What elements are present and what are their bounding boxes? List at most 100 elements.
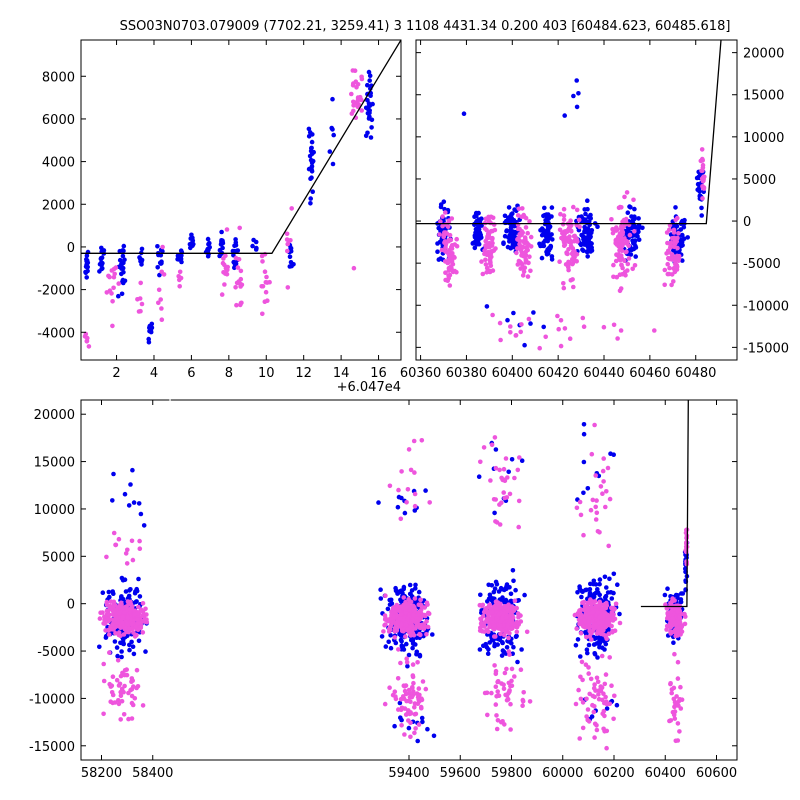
data-point-magenta [575,239,580,244]
data-point-magenta [624,190,630,195]
data-point-blue [128,587,133,592]
data-point-magenta [111,604,116,609]
data-point-magenta [419,697,425,703]
axes-frame [415,39,738,361]
data-point-magenta [481,445,487,450]
data-point-blue [604,585,609,590]
data-point-magenta [359,76,365,82]
data-point-blue [513,587,518,593]
data-point-blue [511,310,516,316]
data-point-magenta [671,712,677,718]
data-point-magenta [110,299,115,304]
data-point-blue [585,254,590,259]
x-tick-label: 58400 [132,766,173,781]
x-tick-label: 60600 [696,766,737,781]
data-point-magenta [392,689,398,694]
data-point-magenta [144,619,150,625]
data-point-magenta [390,605,396,611]
data-point-magenta [507,652,512,657]
data-point-magenta [520,273,526,278]
data-point-magenta [613,258,619,264]
data-point-blue [415,738,421,744]
data-point-blue [522,592,527,598]
data-point-blue [597,644,602,650]
data-point-magenta [493,684,499,689]
data-point-magenta [134,667,140,673]
data-point-blue [97,644,102,650]
data-point-magenta [619,262,624,268]
data-point-magenta [404,656,410,661]
y-tick-label: 10000 [743,131,784,146]
data-point-magenta [619,248,625,253]
data-point-magenta [239,282,245,288]
data-point-blue [410,645,415,651]
data-point-magenta [423,686,429,692]
data-point-blue [251,237,256,243]
data-point-magenta [359,108,365,113]
data-point-blue [506,220,512,226]
data-point-blue [587,592,593,597]
data-point-magenta [519,262,525,267]
data-point-blue [539,255,545,261]
data-point-magenta [577,224,582,230]
data-point-magenta [590,497,596,503]
data-point-magenta [425,602,430,607]
data-point-magenta [494,726,500,732]
data-point-magenta [670,616,676,621]
data-point-blue [493,447,499,452]
data-point-magenta [178,275,184,281]
data-point-magenta [263,289,269,295]
data-point-blue [582,237,588,243]
data-point-magenta [571,284,576,290]
data-point-magenta [219,292,225,297]
data-point-magenta [387,624,393,630]
data-point-magenta [527,254,532,259]
data-point-magenta [594,498,599,503]
data-point-blue [409,637,414,643]
data-point-magenta [495,679,500,685]
data-point-blue [126,593,132,599]
data-point-blue [189,232,194,238]
data-point-magenta [501,682,506,687]
data-point-magenta [222,282,227,287]
data-point-magenta [508,701,513,707]
data-point-magenta [121,632,127,637]
y-tick-label: 2000 [42,198,75,213]
data-point-blue [511,644,516,650]
data-point-blue [581,431,587,437]
data-point-magenta [616,252,621,257]
data-point-blue [309,151,315,156]
data-point-blue [514,633,519,639]
data-point-magenta [411,438,417,444]
data-point-magenta [664,230,670,235]
data-point-blue [121,260,126,266]
data-point-blue [84,275,89,280]
data-point-magenta [516,614,521,620]
data-point-magenta [262,251,268,257]
data-point-magenta [515,611,521,616]
data-point-magenta [668,681,673,687]
data-point-magenta [599,653,605,659]
y-tick-label: -5000 [743,257,781,272]
data-point-magenta [623,216,629,222]
data-point-blue [505,317,510,323]
data-point-magenta [580,600,585,605]
data-point-blue [230,248,236,254]
data-point-blue [477,236,483,241]
data-point-blue [378,587,383,592]
data-point-blue [206,251,211,257]
data-point-blue [128,482,133,487]
data-point-blue [414,649,420,655]
data-point-blue [308,157,314,163]
data-point-blue [522,342,527,348]
data-point-magenta [514,250,519,256]
data-point-blue [121,243,127,249]
data-point-magenta [401,602,406,608]
data-point-magenta [409,623,415,629]
data-point-blue [330,96,335,102]
data-point-blue [387,602,393,607]
data-point-magenta [632,263,638,268]
data-point-blue [123,589,129,594]
data-point-blue [584,647,590,652]
data-point-magenta [574,626,579,631]
